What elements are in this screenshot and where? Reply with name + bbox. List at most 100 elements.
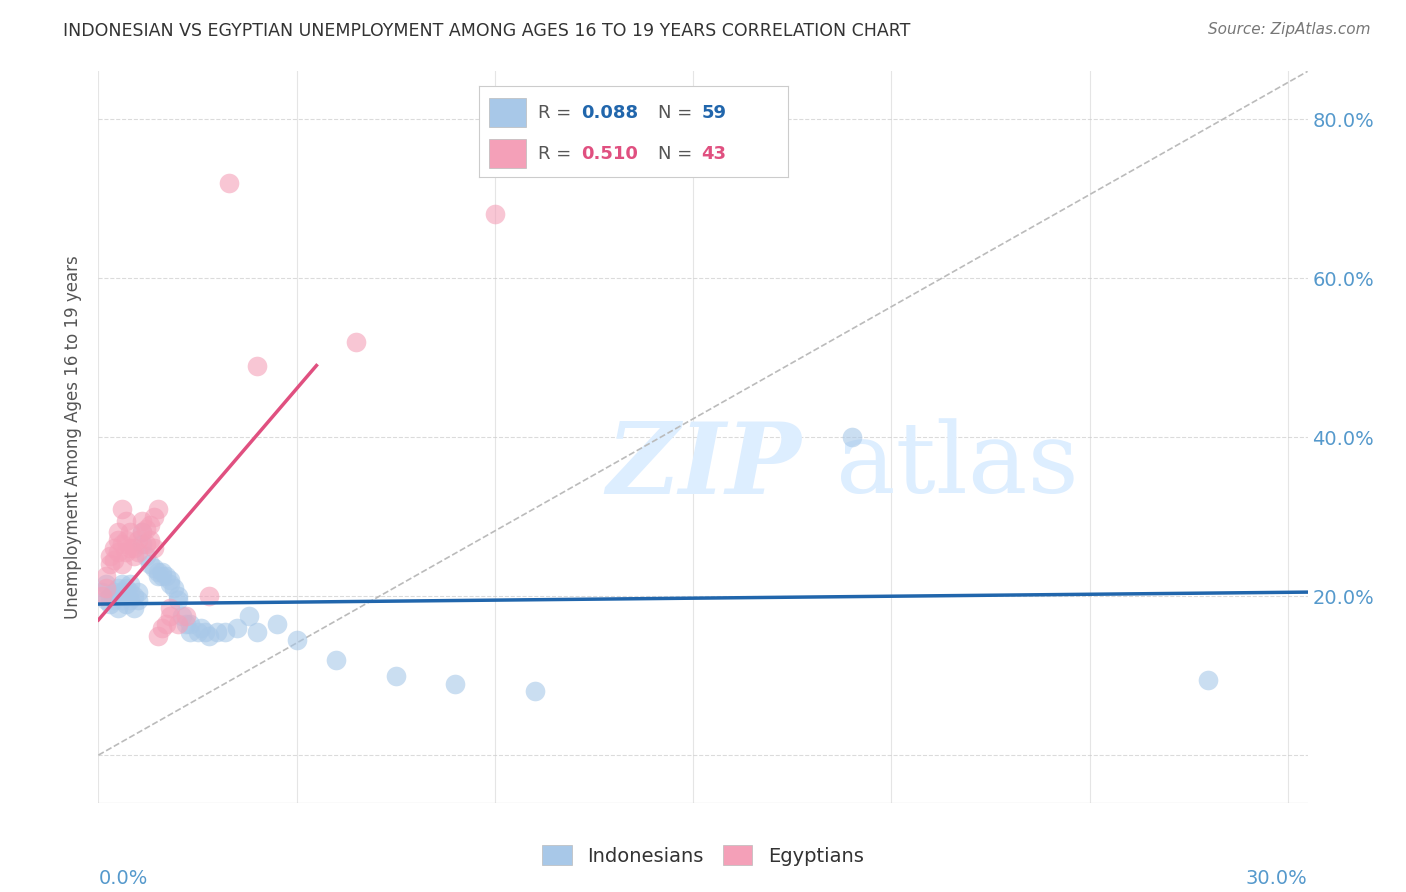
Point xyxy=(166,589,188,603)
Point xyxy=(484,207,506,221)
Point xyxy=(120,541,142,556)
Point xyxy=(120,577,142,591)
Point xyxy=(120,593,142,607)
Point xyxy=(523,684,546,698)
Point xyxy=(444,676,467,690)
Point xyxy=(841,430,863,444)
Point xyxy=(111,537,134,551)
Point xyxy=(174,609,197,624)
Point xyxy=(384,668,406,682)
Point xyxy=(179,624,201,639)
Point xyxy=(131,525,153,540)
Point xyxy=(115,589,138,603)
Point xyxy=(122,549,145,564)
Point xyxy=(107,533,129,548)
Point xyxy=(155,616,177,631)
Point xyxy=(1198,673,1220,687)
Point xyxy=(246,624,269,639)
Point xyxy=(142,541,165,556)
Point xyxy=(214,624,236,639)
Point xyxy=(135,537,157,551)
Point xyxy=(120,525,142,540)
Point xyxy=(107,589,129,603)
Point xyxy=(266,616,288,631)
Point xyxy=(111,558,134,572)
Point xyxy=(98,589,121,603)
Point xyxy=(115,533,138,548)
Point xyxy=(98,549,121,564)
Text: 0.0%: 0.0% xyxy=(98,869,148,888)
Point xyxy=(103,593,125,607)
Point xyxy=(115,514,138,528)
Point xyxy=(96,577,118,591)
Point xyxy=(150,566,173,580)
Point xyxy=(111,593,134,607)
Point xyxy=(103,585,125,599)
Point xyxy=(198,629,221,643)
Point xyxy=(238,609,260,624)
Point xyxy=(163,581,186,595)
Text: 30.0%: 30.0% xyxy=(1246,869,1308,888)
Point xyxy=(146,566,169,580)
Point xyxy=(186,624,208,639)
Point xyxy=(139,517,162,532)
Point xyxy=(166,593,188,607)
Point xyxy=(159,601,181,615)
Point xyxy=(115,597,138,611)
Point xyxy=(159,609,181,624)
Point xyxy=(107,581,129,595)
Point xyxy=(218,176,240,190)
Point xyxy=(246,359,269,373)
Point xyxy=(179,616,201,631)
Point xyxy=(103,541,125,556)
Point xyxy=(166,616,188,631)
Point xyxy=(159,577,181,591)
Point xyxy=(155,569,177,583)
Point xyxy=(122,589,145,603)
Point xyxy=(325,653,347,667)
Point xyxy=(174,616,197,631)
Point xyxy=(127,533,149,548)
Legend: Indonesians, Egyptians: Indonesians, Egyptians xyxy=(534,838,872,873)
Point xyxy=(111,585,134,599)
Text: ZIP: ZIP xyxy=(606,418,801,515)
Point xyxy=(142,561,165,575)
Point xyxy=(285,632,308,647)
Point xyxy=(107,545,129,559)
Point xyxy=(135,521,157,535)
Point xyxy=(159,573,181,587)
Y-axis label: Unemployment Among Ages 16 to 19 years: Unemployment Among Ages 16 to 19 years xyxy=(65,255,83,619)
Point xyxy=(96,581,118,595)
Point xyxy=(127,545,149,559)
Point xyxy=(146,501,169,516)
Point xyxy=(150,621,173,635)
Point xyxy=(146,629,169,643)
Point xyxy=(122,601,145,615)
Point xyxy=(194,624,217,639)
Point xyxy=(226,621,249,635)
Text: Source: ZipAtlas.com: Source: ZipAtlas.com xyxy=(1208,22,1371,37)
Point xyxy=(127,585,149,599)
Point xyxy=(146,569,169,583)
Point xyxy=(98,558,121,572)
Point xyxy=(207,624,229,639)
Point xyxy=(107,525,129,540)
Point xyxy=(150,569,173,583)
Point xyxy=(122,541,145,556)
Text: INDONESIAN VS EGYPTIAN UNEMPLOYMENT AMONG AGES 16 TO 19 YEARS CORRELATION CHART: INDONESIAN VS EGYPTIAN UNEMPLOYMENT AMON… xyxy=(63,22,911,40)
Point xyxy=(139,558,162,572)
Point xyxy=(103,553,125,567)
Point xyxy=(135,549,157,564)
Point xyxy=(131,537,153,551)
Point xyxy=(190,621,212,635)
Point xyxy=(91,589,114,603)
Point xyxy=(115,581,138,595)
Point xyxy=(96,593,118,607)
Point xyxy=(170,609,193,624)
Point xyxy=(111,501,134,516)
Point xyxy=(131,514,153,528)
Point xyxy=(131,525,153,540)
Point xyxy=(139,533,162,548)
Point xyxy=(98,597,121,611)
Text: atlas: atlas xyxy=(837,418,1078,514)
